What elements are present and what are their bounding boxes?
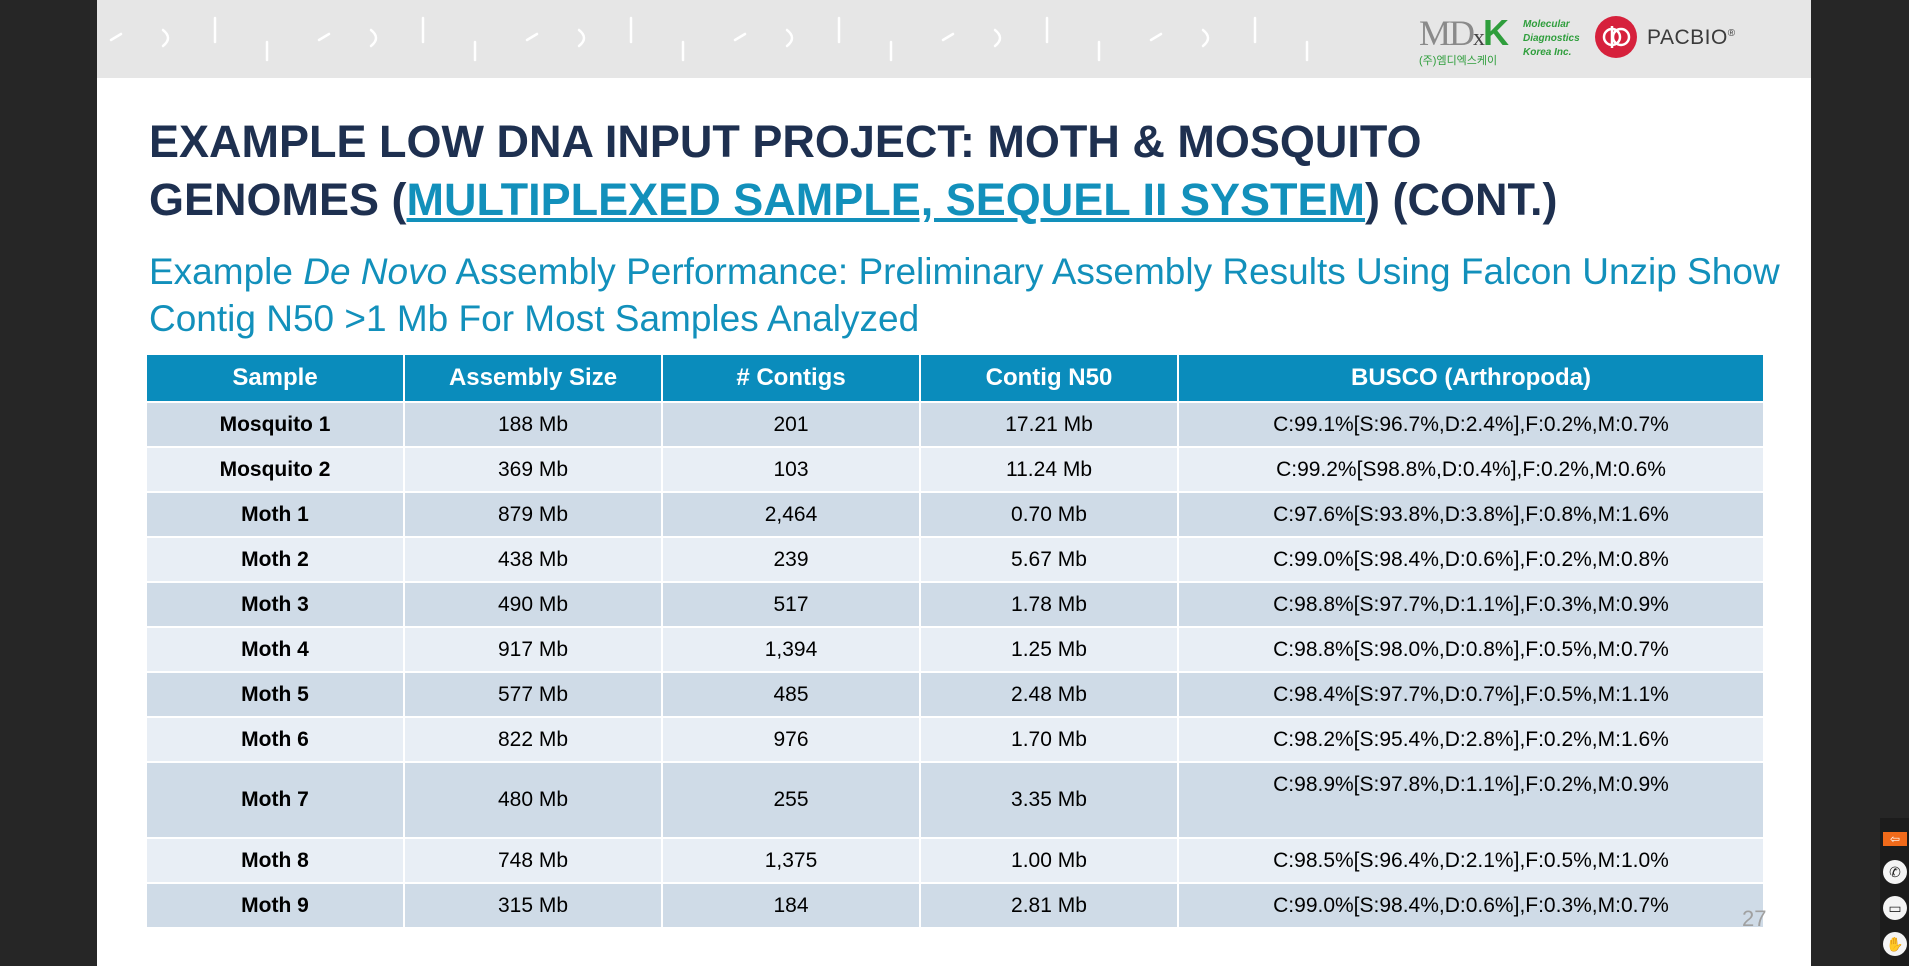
cell-contigs: 255 (661, 761, 921, 839)
cell-busco: C:99.2%[S98.8%,D:0.4%],F:0.2%,M:0.6% (1177, 446, 1765, 493)
table-row: Moth 6 822 Mb 976 1.70 Mb C:98.2%[S:95.4… (145, 716, 1765, 763)
assembly-results-table: Sample Assembly Size # Contigs Contig N5… (145, 353, 1765, 929)
cell-sample: Moth 3 (145, 581, 405, 628)
cell-contig-n50: 3.35 Mb (919, 761, 1179, 839)
table-row: Moth 1 879 Mb 2,464 0.70 Mb C:97.6%[S:93… (145, 491, 1765, 538)
cell-assembly-size: 577 Mb (403, 671, 663, 718)
hand-icon[interactable]: ✋ (1883, 932, 1907, 956)
cell-busco: C:97.6%[S:93.8%,D:3.8%],F:0.8%,M:1.6% (1177, 491, 1765, 538)
cell-contigs: 2,464 (661, 491, 921, 538)
table-row: Moth 7 480 Mb 255 3.35 Mb C:98.9%[S:97.8… (145, 761, 1765, 839)
slide-title: EXAMPLE LOW DNA INPUT PROJECT: MOTH & MO… (149, 116, 1558, 225)
cell-busco: C:99.0%[S:98.4%,D:0.6%],F:0.3%,M:0.7% (1177, 882, 1765, 929)
cell-sample: Moth 5 (145, 671, 405, 718)
cell-busco: C:98.9%[S:97.8%,D:1.1%],F:0.2%,M:0.9% (1177, 761, 1765, 839)
pacbio-logo: PACBIO® (1595, 16, 1795, 60)
window-icon[interactable]: ▭ (1883, 896, 1907, 920)
cell-sample: Moth 8 (145, 837, 405, 884)
cell-assembly-size: 917 Mb (403, 626, 663, 673)
cell-sample: Moth 2 (145, 536, 405, 583)
cell-assembly-size: 748 Mb (403, 837, 663, 884)
col-header-sample: Sample (145, 353, 405, 403)
slide-banner: MDxK Molecular Diagnostics Korea Inc. (주… (97, 0, 1811, 78)
cell-assembly-size: 480 Mb (403, 761, 663, 839)
table-row: Moth 5 577 Mb 485 2.48 Mb C:98.4%[S:97.7… (145, 671, 1765, 718)
table-row: Moth 3 490 Mb 517 1.78 Mb C:98.8%[S:97.7… (145, 581, 1765, 628)
cell-contigs: 239 (661, 536, 921, 583)
cell-assembly-size: 822 Mb (403, 716, 663, 763)
cell-sample: Moth 7 (145, 761, 405, 839)
cell-assembly-size: 438 Mb (403, 536, 663, 583)
cell-contig-n50: 17.21 Mb (919, 401, 1179, 448)
cell-contig-n50: 1.00 Mb (919, 837, 1179, 884)
slide-subtitle: Example De Novo Assembly Performance: Pr… (149, 251, 1780, 339)
cell-sample: Mosquito 2 (145, 446, 405, 493)
table-row: Moth 2 438 Mb 239 5.67 Mb C:99.0%[S:98.4… (145, 536, 1765, 583)
cell-busco: C:98.8%[S:98.0%,D:0.8%],F:0.5%,M:0.7% (1177, 626, 1765, 673)
cell-contig-n50: 1.78 Mb (919, 581, 1179, 628)
cell-busco: C:98.8%[S:97.7%,D:1.1%],F:0.3%,M:0.9% (1177, 581, 1765, 628)
cell-contigs: 1,375 (661, 837, 921, 884)
col-header-assembly-size: Assembly Size (403, 353, 663, 403)
cell-assembly-size: 315 Mb (403, 882, 663, 929)
cell-sample: Moth 1 (145, 491, 405, 538)
cell-contigs: 517 (661, 581, 921, 628)
table-row: Moth 4 917 Mb 1,394 1.25 Mb C:98.8%[S:98… (145, 626, 1765, 673)
cell-sample: Moth 9 (145, 882, 405, 929)
cell-sample: Moth 4 (145, 626, 405, 673)
cell-contigs: 201 (661, 401, 921, 448)
cell-busco: C:98.4%[S:97.7%,D:0.7%],F:0.5%,M:1.1% (1177, 671, 1765, 718)
col-header-busco: BUSCO (Arthropoda) (1177, 353, 1765, 403)
cell-assembly-size: 188 Mb (403, 401, 663, 448)
cell-assembly-size: 879 Mb (403, 491, 663, 538)
table-header-row: Sample Assembly Size # Contigs Contig N5… (145, 353, 1765, 403)
cell-contigs: 976 (661, 716, 921, 763)
col-header-contigs: # Contigs (661, 353, 921, 403)
cell-contig-n50: 2.48 Mb (919, 671, 1179, 718)
cell-busco: C:99.0%[S:98.4%,D:0.6%],F:0.2%,M:0.8% (1177, 536, 1765, 583)
cell-contig-n50: 1.70 Mb (919, 716, 1179, 763)
phone-icon[interactable]: ✆ (1883, 860, 1907, 884)
table-row: Mosquito 1 188 Mb 201 17.21 Mb C:99.1%[S… (145, 401, 1765, 448)
table-row: Moth 8 748 Mb 1,375 1.00 Mb C:98.5%[S:96… (145, 837, 1765, 884)
cell-contig-n50: 0.70 Mb (919, 491, 1179, 538)
cell-contig-n50: 1.25 Mb (919, 626, 1179, 673)
cell-contigs: 103 (661, 446, 921, 493)
cell-assembly-size: 369 Mb (403, 446, 663, 493)
table-row: Moth 9 315 Mb 184 2.81 Mb C:99.0%[S:98.4… (145, 882, 1765, 929)
cell-busco: C:98.5%[S:96.4%,D:2.1%],F:0.5%,M:1.0% (1177, 837, 1765, 884)
col-header-contig-n50: Contig N50 (919, 353, 1179, 403)
cell-busco: C:99.1%[S:96.7%,D:2.4%],F:0.2%,M:0.7% (1177, 401, 1765, 448)
mdxk-logo: MDxK Molecular Diagnostics Korea Inc. (주… (1419, 12, 1580, 67)
cell-contigs: 184 (661, 882, 921, 929)
cell-contig-n50: 11.24 Mb (919, 446, 1179, 493)
pacbio-circle-icon (1595, 16, 1637, 58)
banner-pattern (109, 16, 1309, 62)
cell-busco: C:98.2%[S:95.4%,D:2.8%],F:0.2%,M:1.6% (1177, 716, 1765, 763)
cell-sample: Moth 6 (145, 716, 405, 763)
cell-contigs: 485 (661, 671, 921, 718)
cell-assembly-size: 490 Mb (403, 581, 663, 628)
page-number: 27 (1742, 906, 1767, 931)
exit-arrow-icon[interactable]: ⇦ (1883, 832, 1907, 846)
cell-contigs: 1,394 (661, 626, 921, 673)
meeting-toolbar: ⇦ ✆ ▭ ✋ (1880, 818, 1909, 966)
cell-contig-n50: 5.67 Mb (919, 536, 1179, 583)
presentation-slide: MDxK Molecular Diagnostics Korea Inc. (주… (97, 0, 1811, 966)
cell-sample: Mosquito 1 (145, 401, 405, 448)
title-link[interactable]: MULTIPLEXED SAMPLE, SEQUEL II SYSTEM (406, 174, 1365, 225)
cell-contig-n50: 2.81 Mb (919, 882, 1179, 929)
table-row: Mosquito 2 369 Mb 103 11.24 Mb C:99.2%[S… (145, 446, 1765, 493)
